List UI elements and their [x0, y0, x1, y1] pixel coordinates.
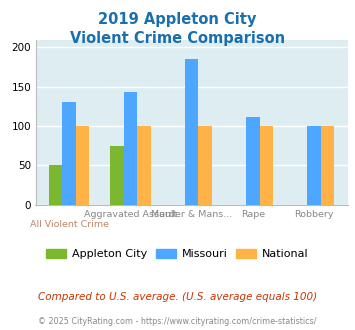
Text: © 2025 CityRating.com - https://www.cityrating.com/crime-statistics/: © 2025 CityRating.com - https://www.city… — [38, 317, 317, 326]
Bar — [246, 116, 260, 205]
Text: 2019 Appleton City: 2019 Appleton City — [98, 12, 257, 26]
Text: Aggravated Assault: Aggravated Assault — [84, 210, 177, 218]
Bar — [185, 59, 198, 205]
Text: All Violent Crime: All Violent Crime — [30, 220, 109, 229]
Bar — [49, 165, 62, 205]
Bar — [307, 126, 321, 205]
Bar — [137, 126, 151, 205]
Bar — [198, 126, 212, 205]
Bar — [321, 126, 334, 205]
Text: Murder & Mans...: Murder & Mans... — [151, 210, 232, 218]
Bar — [76, 126, 89, 205]
Bar — [62, 102, 76, 205]
Text: Compared to U.S. average. (U.S. average equals 100): Compared to U.S. average. (U.S. average … — [38, 292, 317, 302]
Legend: Appleton City, Missouri, National: Appleton City, Missouri, National — [42, 244, 313, 263]
Text: Rape: Rape — [241, 210, 265, 218]
Bar — [124, 92, 137, 205]
Bar — [260, 126, 273, 205]
Text: Robbery: Robbery — [294, 210, 334, 218]
Bar — [110, 146, 124, 205]
Text: Violent Crime Comparison: Violent Crime Comparison — [70, 31, 285, 46]
